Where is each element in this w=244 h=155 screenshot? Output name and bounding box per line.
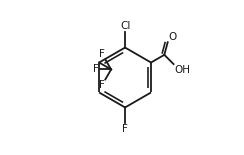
Text: F: F (99, 80, 105, 90)
Text: OH: OH (174, 64, 190, 75)
Text: O: O (168, 32, 177, 42)
Text: F: F (122, 124, 128, 134)
Text: F: F (93, 64, 99, 74)
Text: Cl: Cl (120, 21, 130, 31)
Text: F: F (99, 49, 105, 59)
